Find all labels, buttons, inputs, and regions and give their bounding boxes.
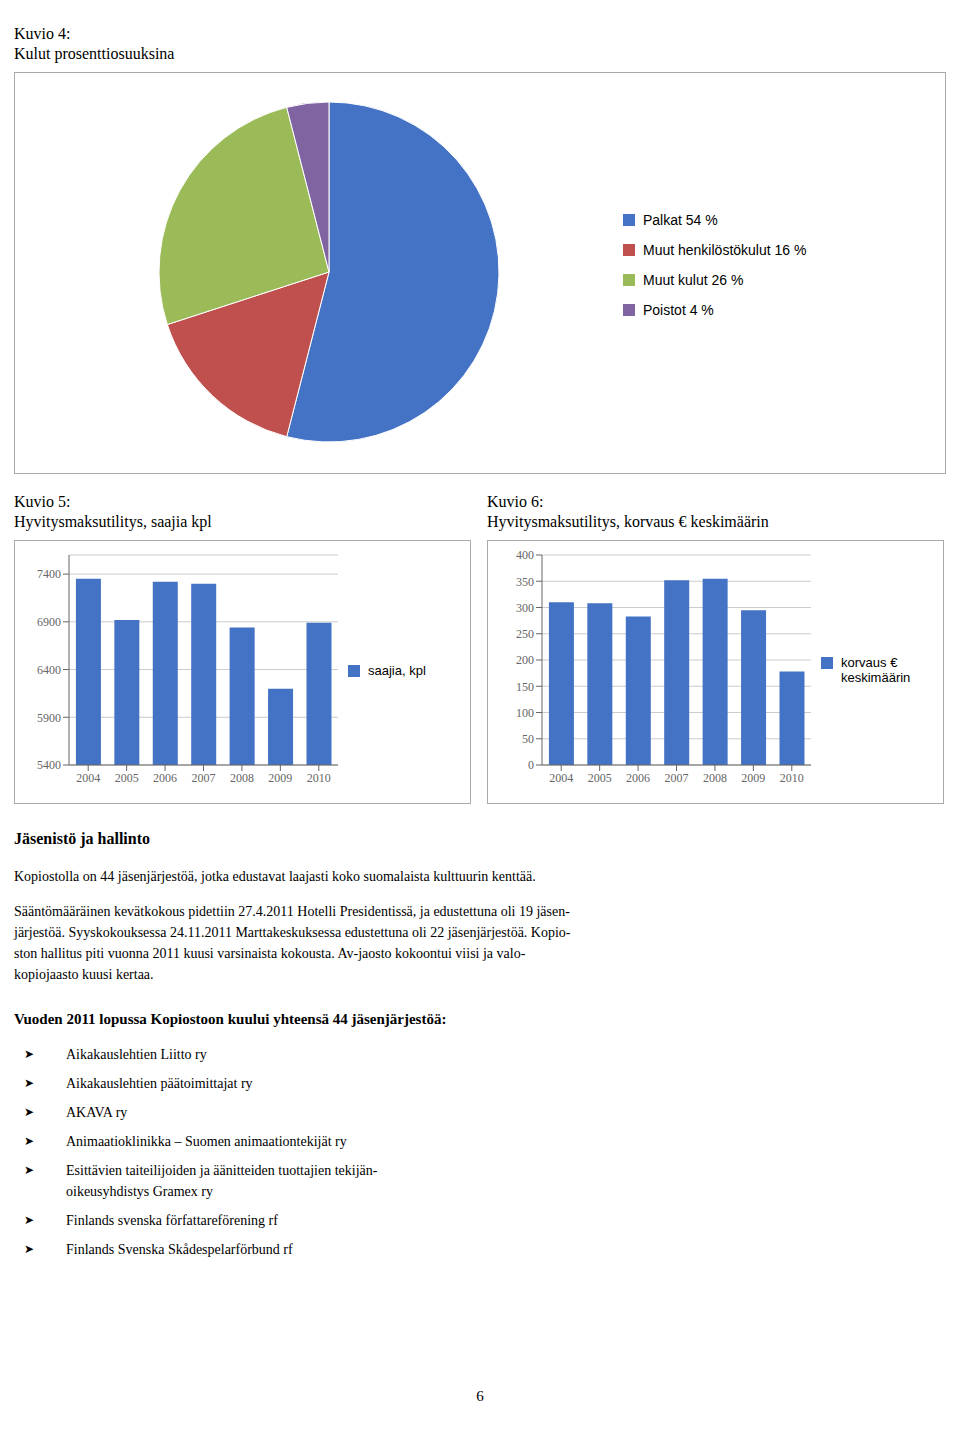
svg-text:2004: 2004 bbox=[76, 771, 100, 785]
html-text:Finlands Svenska Skådespelarfö: Finlands Svenska Skådespelarförbund rf bbox=[66, 1242, 293, 1257]
html-text:Kopiostolla on 44 jäsenjärjest: Kopiostolla on 44 jäsenjärjestöä, jotka … bbox=[14, 869, 536, 884]
html-text:Palkat 54 %: Palkat 54 % bbox=[643, 212, 718, 228]
svg-text:2007: 2007 bbox=[192, 771, 216, 785]
html-text:6: 6 bbox=[476, 1388, 484, 1404]
svg-text:350: 350 bbox=[516, 575, 534, 589]
html-text:Aikakauslehtien Liitto ry: Aikakauslehtien Liitto ry bbox=[66, 1047, 207, 1062]
svg-text:6400: 6400 bbox=[37, 663, 61, 677]
html-text:Hyvitysmaksutilitys, korvaus €: Hyvitysmaksutilitys, korvaus € keskimäär… bbox=[487, 513, 769, 530]
svg-text:2004: 2004 bbox=[549, 771, 573, 785]
svg-text:2010: 2010 bbox=[780, 771, 804, 785]
svg-text:2006: 2006 bbox=[626, 771, 650, 785]
html-text:Aikakauslehtien päätoimittajat: Aikakauslehtien päätoimittajat ry bbox=[66, 1076, 253, 1091]
html-text:Jäsenistö ja hallinto: Jäsenistö ja hallinto bbox=[14, 830, 150, 847]
svg-text:5900: 5900 bbox=[37, 711, 61, 725]
svg-text:400: 400 bbox=[516, 548, 534, 562]
html-text:Finlands svenska författareför: Finlands svenska författareförening rf bbox=[66, 1213, 278, 1228]
html-text:Sääntömääräinen kevätkokous pi: Sääntömääräinen kevätkokous pidettiin 27… bbox=[14, 904, 570, 919]
svg-text:2008: 2008 bbox=[230, 771, 254, 785]
svg-text:6900: 6900 bbox=[37, 615, 61, 629]
html-text:Esittävien taiteilijoiden ja ä: Esittävien taiteilijoiden ja äänitteiden… bbox=[66, 1163, 378, 1199]
svg-text:2008: 2008 bbox=[703, 771, 727, 785]
html-text:Muut henkilöstökulut 16 %: Muut henkilöstökulut 16 % bbox=[643, 242, 807, 258]
svg-text:2009: 2009 bbox=[268, 771, 292, 785]
svg-text:250: 250 bbox=[516, 627, 534, 641]
html-text:Poistot 4 %: Poistot 4 % bbox=[643, 302, 714, 318]
html-text:AKAVA ry: AKAVA ry bbox=[66, 1105, 128, 1120]
html-text:Hyvitysmaksutilitys, saajia kp: Hyvitysmaksutilitys, saajia kpl bbox=[14, 513, 212, 530]
html-text:Muut kulut 26 %: Muut kulut 26 % bbox=[643, 272, 744, 288]
svg-text:50: 50 bbox=[522, 732, 534, 746]
svg-text:2010: 2010 bbox=[307, 771, 331, 785]
svg-text:200: 200 bbox=[516, 653, 534, 667]
html-text:Kulut prosenttiosuuksina: Kulut prosenttiosuuksina bbox=[14, 45, 175, 62]
svg-text:5400: 5400 bbox=[37, 758, 61, 772]
html-text:järjestöä. Syyskokouksessa 24.: järjestöä. Syyskokouksessa 24.11.2011 Ma… bbox=[14, 925, 571, 940]
svg-text:2006: 2006 bbox=[153, 771, 177, 785]
svg-text:100: 100 bbox=[516, 706, 534, 720]
svg-text:2005: 2005 bbox=[588, 771, 612, 785]
html-text:Kuvio 5:: Kuvio 5: bbox=[14, 493, 71, 510]
svg-text:7400: 7400 bbox=[37, 567, 61, 581]
html-text:korvaus € keskimäärin: korvaus € keskimäärin bbox=[841, 655, 911, 685]
html-text:kopiojaasto kuusi kertaa.: kopiojaasto kuusi kertaa. bbox=[14, 967, 154, 982]
svg-text:2005: 2005 bbox=[115, 771, 139, 785]
svg-text:0: 0 bbox=[528, 758, 534, 772]
html-text:Kuvio 6:: Kuvio 6: bbox=[487, 493, 544, 510]
html-text:ston hallitus piti vuonna 2011: ston hallitus piti vuonna 2011 kuusi var… bbox=[14, 946, 526, 961]
svg-text:150: 150 bbox=[516, 680, 534, 694]
svg-text:2009: 2009 bbox=[741, 771, 765, 785]
svg-text:300: 300 bbox=[516, 601, 534, 615]
html-text:Kuvio 4:: Kuvio 4: bbox=[14, 25, 71, 42]
svg-text:2007: 2007 bbox=[665, 771, 689, 785]
html-text:Animaatioklinikka – Suomen ani: Animaatioklinikka – Suomen animaationtek… bbox=[66, 1134, 347, 1149]
html-text:Vuoden 2011 lopussa Kopiostoon: Vuoden 2011 lopussa Kopiostoon kuului yh… bbox=[14, 1011, 447, 1027]
html-text:saajia, kpl: saajia, kpl bbox=[368, 662, 426, 678]
